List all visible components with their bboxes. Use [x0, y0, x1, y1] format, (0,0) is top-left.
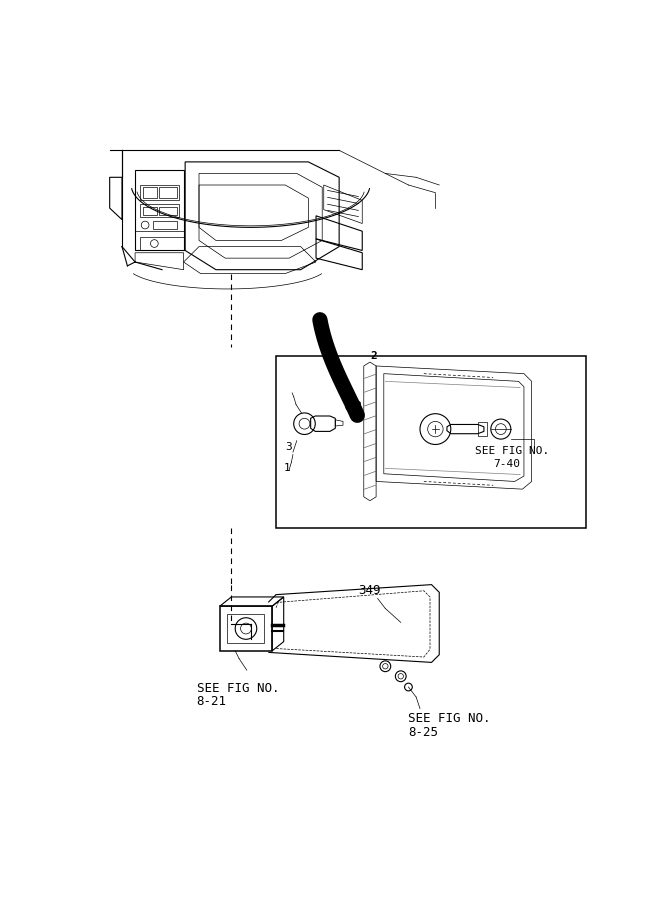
Text: 349: 349	[359, 584, 382, 597]
Text: 7-40: 7-40	[494, 459, 520, 469]
Text: 8-21: 8-21	[197, 695, 227, 707]
Text: 8-25: 8-25	[408, 725, 438, 739]
Bar	[276, 356, 586, 527]
Text: SEE FIG NO.: SEE FIG NO.	[408, 713, 491, 725]
Text: 3: 3	[285, 442, 292, 452]
Text: 2: 2	[370, 351, 377, 361]
Text: SEE FIG NO.: SEE FIG NO.	[476, 446, 550, 455]
Text: 1: 1	[283, 464, 290, 473]
Text: SEE FIG NO.: SEE FIG NO.	[197, 681, 279, 695]
